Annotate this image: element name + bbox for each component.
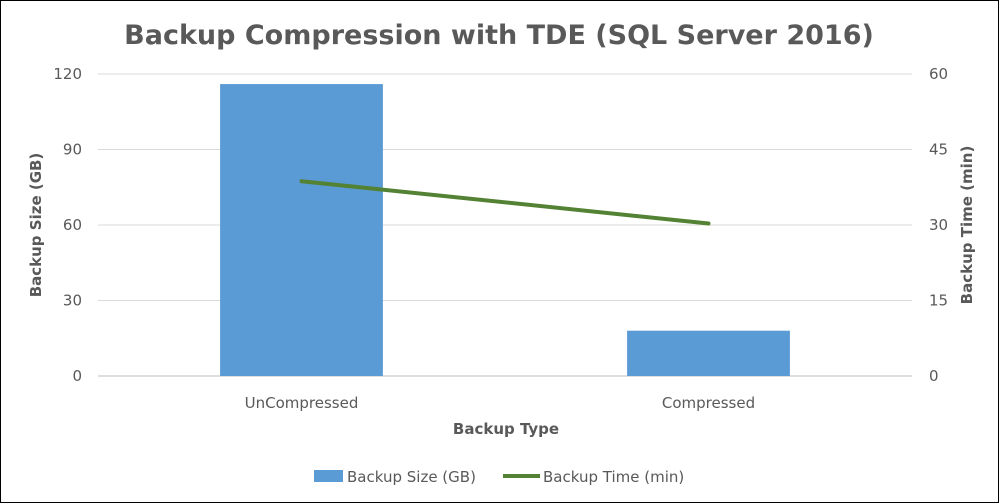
bar <box>627 330 790 376</box>
y2-tick-label: 45 <box>929 141 948 159</box>
y-tick-label: 60 <box>63 216 82 234</box>
legend-label: Backup Time (min) <box>543 468 684 486</box>
x-axis-ticks: UnCompressed Compressed <box>245 394 755 412</box>
x-axis-title: Backup Type <box>453 420 559 438</box>
legend-swatch-bar <box>314 470 343 482</box>
bar <box>220 84 383 377</box>
y2-tick-label: 30 <box>929 216 948 234</box>
y2-axis-ticks: 0 15 30 45 60 <box>929 65 948 385</box>
y2-tick-label: 60 <box>929 65 948 83</box>
x-tick-label: Compressed <box>662 394 755 412</box>
y-tick-label: 0 <box>72 367 82 385</box>
y-tick-label: 120 <box>53 65 82 83</box>
series-line <box>299 179 711 226</box>
y2-tick-label: 15 <box>929 292 948 310</box>
y-tick-label: 90 <box>63 141 82 159</box>
y-axis-ticks: 0 30 60 90 120 <box>53 65 82 385</box>
legend-label: Backup Size (GB) <box>347 468 476 486</box>
y-tick-label: 30 <box>63 292 82 310</box>
line-series <box>299 179 711 226</box>
legend: Backup Size (GB) Backup Time (min) <box>314 468 684 486</box>
y2-tick-label: 0 <box>929 367 939 385</box>
bar-series <box>220 84 790 377</box>
chart-title: Backup Compression with TDE (SQL Server … <box>124 20 874 51</box>
y2-axis-title: Backup Time (min) <box>958 146 976 305</box>
y-axis-title: Backup Size (GB) <box>27 153 45 298</box>
x-tick-label: UnCompressed <box>245 394 359 412</box>
